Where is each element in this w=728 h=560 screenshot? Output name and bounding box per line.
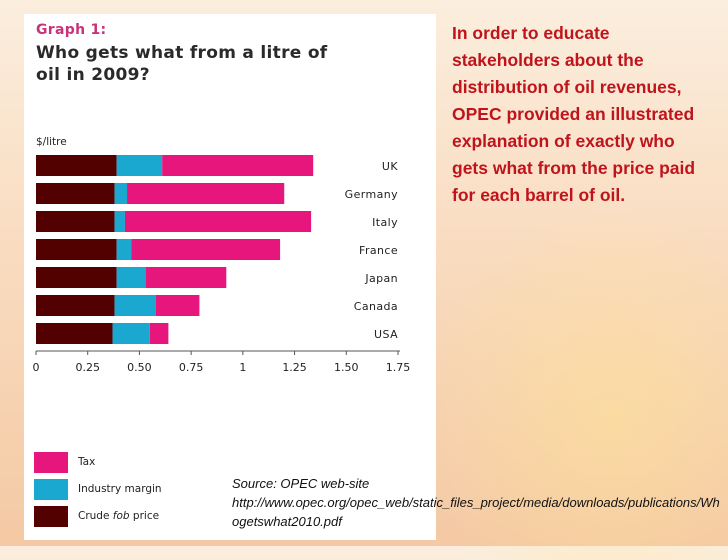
x-tick-label: 1 (239, 361, 246, 374)
bar-france-tax (131, 239, 281, 260)
category-label-usa: USA (374, 328, 398, 341)
x-tick-label: 1.75 (386, 361, 411, 374)
bar-germany-industry-margin (114, 183, 128, 204)
x-tick-label: 0 (33, 361, 40, 374)
x-tick-label: 0.50 (127, 361, 152, 374)
category-label-france: France (359, 244, 398, 257)
bar-uk-crude-fob-price (36, 155, 117, 176)
category-label-italy: Italy (372, 216, 398, 229)
legend-label-crude-post: price (129, 510, 160, 522)
legend-label-crude: Crude fob price (78, 510, 159, 522)
bar-japan-crude-fob-price (36, 267, 117, 288)
background-glow (420, 200, 728, 560)
bar-japan-industry-margin (116, 267, 146, 288)
x-tick-label: 1.50 (334, 361, 359, 374)
bar-france-crude-fob-price (36, 239, 117, 260)
legend-swatch-crude (34, 506, 68, 527)
bar-japan-tax (145, 267, 227, 288)
x-tick-label: 0.25 (75, 361, 100, 374)
legend-swatch-industry-margin (34, 479, 68, 500)
bar-italy-crude-fob-price (36, 211, 115, 232)
legend-label-crude-italic: fob (112, 510, 130, 522)
description-text: In order to educate stakeholders about t… (452, 23, 696, 205)
legend-label-tax: Tax (78, 456, 96, 468)
category-label-germany: Germany (345, 188, 398, 201)
legend-item-industry-margin: Industry margin (34, 477, 224, 504)
bar-germany-tax (127, 183, 285, 204)
source-url[interactable]: http://www.opec.org/opec_web/static_file… (232, 495, 720, 529)
category-label-uk: UK (382, 160, 398, 173)
legend-label-industry-margin: Industry margin (78, 483, 162, 495)
bar-germany-crude-fob-price (36, 183, 115, 204)
bar-usa-tax (149, 323, 169, 344)
source-citation: Source: OPEC web-site http://www.opec.or… (232, 474, 722, 531)
x-tick-label: 0.75 (179, 361, 204, 374)
graph-label: Graph 1: (36, 22, 107, 38)
chart-legend: Tax Industry margin Crude fob price (34, 450, 224, 531)
source-label: Source: OPEC web-site (232, 476, 370, 491)
legend-label-crude-pre: Crude (78, 510, 113, 522)
legend-swatch-tax (34, 452, 68, 473)
bar-france-industry-margin (116, 239, 132, 260)
category-label-japan: Japan (364, 272, 398, 285)
y-axis-label: $/litre (36, 136, 67, 148)
bar-chart: $/litre UK Germany Italy France Japan Canada US… (33, 136, 411, 374)
bar-usa-industry-margin (112, 323, 150, 344)
bar-uk-tax (162, 155, 314, 176)
bar-italy-industry-margin (114, 211, 125, 232)
bar-canada-crude-fob-price (36, 295, 115, 316)
bar-italy-tax (124, 211, 312, 232)
bar-uk-industry-margin (116, 155, 163, 176)
chart-panel: Graph 1: Who gets what from a litre of o… (24, 14, 436, 540)
legend-item-crude: Crude fob price (34, 504, 224, 531)
bar-canada-tax (155, 295, 200, 316)
chart-title: Who gets what from a litre of oil in 200… (36, 43, 328, 85)
category-label-canada: Canada (354, 300, 398, 313)
bar-usa-crude-fob-price (36, 323, 113, 344)
bar-canada-industry-margin (114, 295, 156, 316)
x-tick-label: 1.25 (282, 361, 307, 374)
legend-item-tax: Tax (34, 450, 224, 477)
